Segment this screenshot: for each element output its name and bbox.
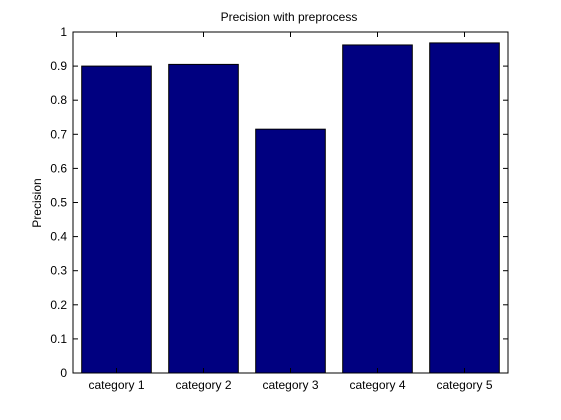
y-tick-label: 0.8 — [50, 93, 67, 107]
y-tick-label: 0.3 — [50, 264, 67, 278]
y-tick-label: 0.6 — [50, 161, 67, 175]
y-tick-label: 0 — [60, 366, 67, 380]
y-tick-label: 1 — [60, 25, 67, 39]
x-tick-label: category 1 — [88, 378, 144, 392]
x-tick-label: category 4 — [349, 378, 405, 392]
x-tick-label: category 5 — [436, 378, 492, 392]
y-tick-label: 0.9 — [50, 59, 67, 73]
y-axis-label: Precision — [30, 178, 44, 227]
chart-title: Precision with preprocess — [221, 10, 358, 24]
y-tick-label: 0.2 — [50, 298, 67, 312]
x-tick-label: category 3 — [262, 378, 318, 392]
x-tick-label: category 2 — [175, 378, 231, 392]
bar-5 — [429, 42, 500, 374]
y-tick-label: 0.1 — [50, 332, 67, 346]
bar-4 — [342, 44, 413, 374]
y-tick-label: 0.5 — [50, 196, 67, 210]
y-tick-label: 0.4 — [50, 230, 67, 244]
bar-2 — [168, 63, 239, 374]
bar-1 — [81, 65, 152, 374]
y-tick-label: 0.7 — [50, 127, 67, 141]
bar-3 — [255, 128, 326, 374]
